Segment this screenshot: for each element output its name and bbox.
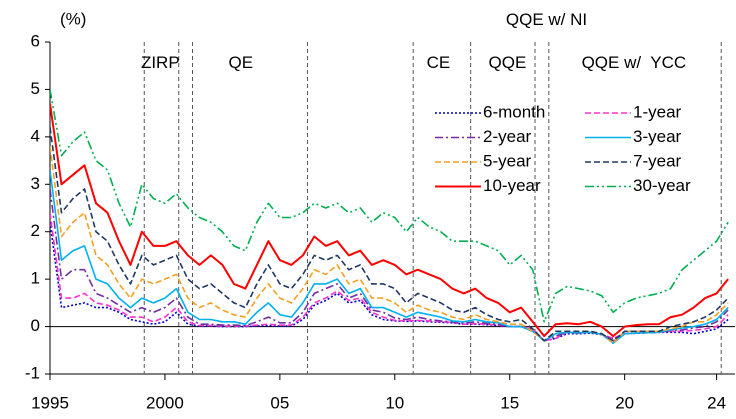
annotation: ZIRP bbox=[141, 53, 180, 72]
x-tick-label: 24 bbox=[707, 393, 726, 412]
legend-label: 2-year bbox=[483, 127, 532, 146]
annotation: QE bbox=[229, 53, 254, 72]
y-tick-label: 3 bbox=[31, 174, 40, 193]
x-tick-label: 1995 bbox=[31, 393, 69, 412]
series-line bbox=[50, 127, 729, 342]
x-tick-label: 15 bbox=[500, 393, 519, 412]
series-line bbox=[50, 103, 729, 338]
y-tick-label: 5 bbox=[31, 79, 40, 98]
series-line bbox=[50, 146, 729, 344]
y-tick-label: 6 bbox=[31, 31, 40, 50]
legend-label: 7-year bbox=[633, 151, 682, 170]
x-tick-label: 2000 bbox=[146, 393, 184, 412]
legend-label: 1-year bbox=[633, 102, 682, 121]
annotation: QQE w/ YCC bbox=[582, 53, 687, 72]
x-tick-label: 10 bbox=[385, 393, 404, 412]
legend-label: 10-year bbox=[483, 176, 541, 195]
y-axis-label: (%) bbox=[60, 9, 86, 28]
annotation: QQE w/ NI bbox=[506, 10, 587, 29]
y-tick-label: -1 bbox=[25, 363, 40, 382]
series-line bbox=[50, 188, 729, 342]
legend-label: 30-year bbox=[633, 176, 691, 195]
annotation: CE bbox=[427, 53, 451, 72]
legend-label: 5-year bbox=[483, 151, 532, 170]
series-line bbox=[50, 212, 729, 342]
x-tick-label: 05 bbox=[270, 393, 289, 412]
series-line bbox=[50, 222, 729, 342]
legend-label: 3-year bbox=[633, 127, 682, 146]
plot-area bbox=[50, 89, 729, 344]
y-tick-label: 2 bbox=[31, 221, 40, 240]
legend-label: 6-month bbox=[483, 102, 545, 121]
annotation: QQE bbox=[489, 53, 527, 72]
series-line bbox=[50, 89, 729, 323]
y-tick-label: 0 bbox=[31, 316, 40, 335]
y-tick-label: 4 bbox=[31, 126, 40, 145]
x-tick-label: 20 bbox=[615, 393, 634, 412]
y-tick-label: 1 bbox=[31, 269, 40, 288]
